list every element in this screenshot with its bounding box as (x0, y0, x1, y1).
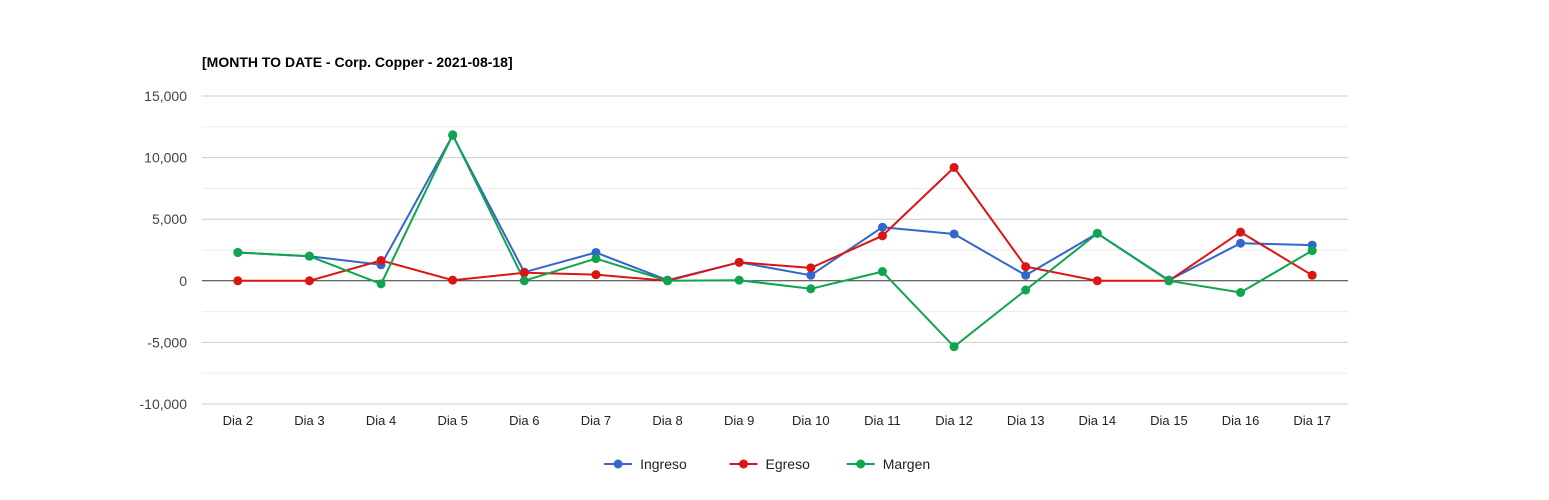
data-point-margen[interactable] (519, 276, 529, 286)
y-tick-label: 10,000 (144, 150, 187, 166)
data-point-egreso[interactable] (734, 257, 744, 267)
data-point-egreso[interactable] (591, 270, 601, 280)
data-point-margen[interactable] (1021, 285, 1031, 295)
legend-label: Ingreso (640, 456, 687, 472)
data-point-ingreso[interactable] (806, 270, 816, 280)
data-point-margen[interactable] (1164, 276, 1174, 286)
data-point-egreso[interactable] (304, 276, 314, 286)
data-point-margen[interactable] (591, 254, 601, 264)
x-tick-label: Dia 15 (1150, 413, 1188, 428)
legend-label: Margen (883, 456, 930, 472)
data-point-egreso[interactable] (376, 255, 386, 265)
legend-swatch-marker (613, 459, 623, 469)
data-point-margen[interactable] (949, 342, 959, 352)
data-point-margen[interactable] (1307, 246, 1317, 256)
data-point-ingreso[interactable] (877, 222, 887, 232)
data-point-ingreso[interactable] (1021, 270, 1031, 280)
x-tick-label: Dia 17 (1293, 413, 1331, 428)
data-point-margen[interactable] (233, 247, 243, 257)
data-point-egreso[interactable] (1236, 227, 1246, 237)
data-point-ingreso[interactable] (1236, 238, 1246, 248)
data-point-margen[interactable] (663, 276, 673, 286)
data-point-egreso[interactable] (806, 263, 816, 273)
x-tick-label: Dia 11 (864, 413, 901, 428)
y-tick-label: -10,000 (140, 396, 188, 412)
data-point-margen[interactable] (1092, 228, 1102, 238)
data-point-margen[interactable] (806, 284, 816, 294)
y-tick-label: 0 (179, 273, 187, 289)
series-line-margen (237, 133, 1313, 348)
data-point-egreso[interactable] (877, 231, 887, 241)
data-point-egreso[interactable] (519, 268, 529, 278)
data-point-margen[interactable] (376, 279, 386, 289)
y-tick-label: -5,000 (147, 334, 187, 350)
data-point-egreso[interactable] (448, 275, 458, 285)
x-tick-label: Dia 6 (509, 413, 539, 428)
data-point-ingreso[interactable] (591, 247, 601, 257)
chart-title: [MONTH TO DATE - Corp. Copper - 2021-08-… (202, 54, 513, 70)
x-tick-label: Dia 8 (652, 413, 682, 428)
data-point-margen[interactable] (877, 267, 887, 277)
data-point-egreso[interactable] (1092, 276, 1102, 286)
x-tick-label: Dia 5 (438, 413, 468, 428)
x-tick-label: Dia 3 (294, 413, 324, 428)
x-tick-label: Dia 7 (581, 413, 611, 428)
x-tick-label: Dia 12 (935, 413, 973, 428)
series-line-egreso (237, 166, 1313, 282)
x-tick-label: Dia 16 (1222, 413, 1260, 428)
data-point-egreso[interactable] (1021, 262, 1031, 272)
legend-swatch-marker (739, 459, 748, 469)
data-point-margen[interactable] (1236, 288, 1246, 298)
x-tick-label: Dia 10 (792, 413, 830, 428)
data-point-margen[interactable] (734, 275, 744, 285)
y-tick-label: 5,000 (152, 211, 187, 227)
x-tick-label: Dia 14 (1079, 413, 1117, 428)
x-tick-label: Dia 13 (1007, 413, 1045, 428)
data-point-margen[interactable] (448, 130, 458, 140)
legend-item-margen[interactable]: Margen (846, 456, 930, 472)
x-tick-label: Dia 2 (223, 413, 253, 428)
data-point-margen[interactable] (304, 251, 314, 261)
data-point-egreso[interactable] (949, 162, 959, 172)
data-point-egreso[interactable] (233, 276, 243, 286)
legend-swatch-marker (856, 459, 866, 469)
y-tick-label: 15,000 (144, 88, 187, 104)
x-tick-label: Dia 9 (724, 413, 754, 428)
legend-label: Egreso (766, 456, 811, 472)
legend-item-ingreso[interactable]: Ingreso (604, 456, 687, 472)
data-point-egreso[interactable] (1307, 270, 1317, 280)
data-point-ingreso[interactable] (949, 229, 959, 239)
legend-item-egreso[interactable]: Egreso (729, 456, 811, 472)
x-tick-label: Dia 4 (366, 413, 396, 428)
